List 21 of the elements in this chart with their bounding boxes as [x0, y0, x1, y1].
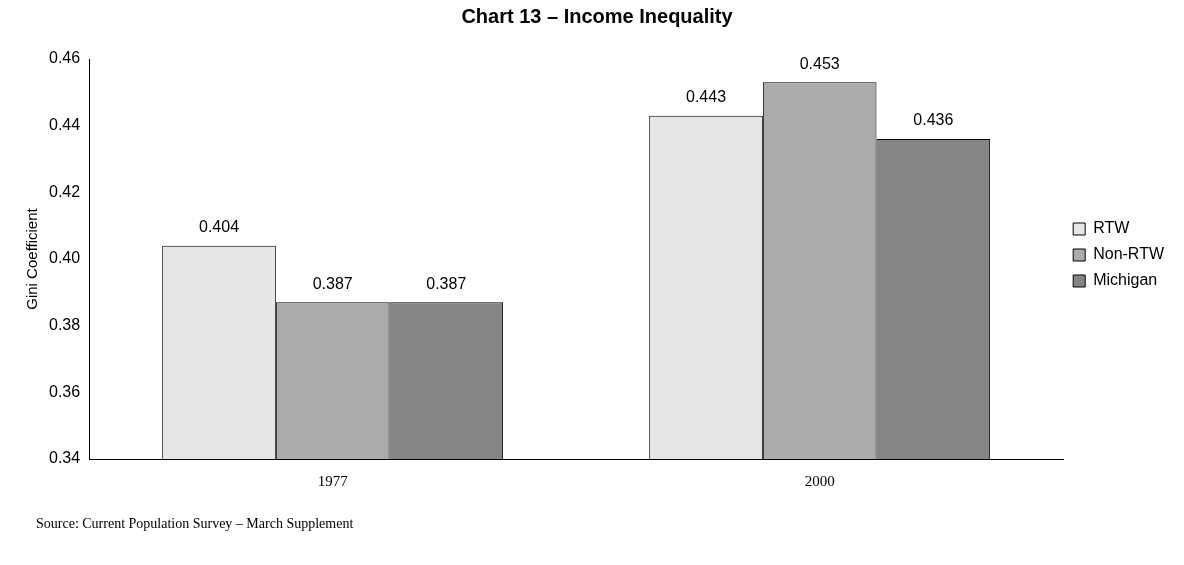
data-label: 0.404 [198, 218, 240, 236]
data-label: 0.436 [913, 111, 954, 129]
legend-label: RTW [1093, 219, 1131, 237]
x-tick-label: 1977 [317, 472, 349, 489]
y-tick-label: 0.46 [49, 49, 81, 67]
y-tick-label: 0.44 [49, 116, 81, 134]
legend-label: Non-RTW [1093, 245, 1165, 263]
data-label: 0.387 [426, 274, 467, 292]
x-tick-label: 2000 [804, 472, 835, 489]
data-label: 0.443 [686, 88, 727, 106]
data-label: 0.453 [799, 54, 840, 72]
source-note: Source: Current Population Survey – March Supplement [36, 516, 354, 531]
legend-label: Michigan [1093, 271, 1158, 289]
chart-title: Chart 13 – Income Inequality [461, 4, 734, 27]
y-axis-title: Gini Coefficient [23, 207, 41, 310]
y-tick-label: 0.40 [49, 249, 81, 267]
y-tick-label: 0.38 [49, 316, 81, 334]
y-tick-label: 0.36 [49, 382, 81, 400]
data-label: 0.387 [312, 274, 353, 292]
y-tick-label: 0.42 [49, 182, 81, 200]
y-tick-label: 0.34 [49, 449, 81, 467]
